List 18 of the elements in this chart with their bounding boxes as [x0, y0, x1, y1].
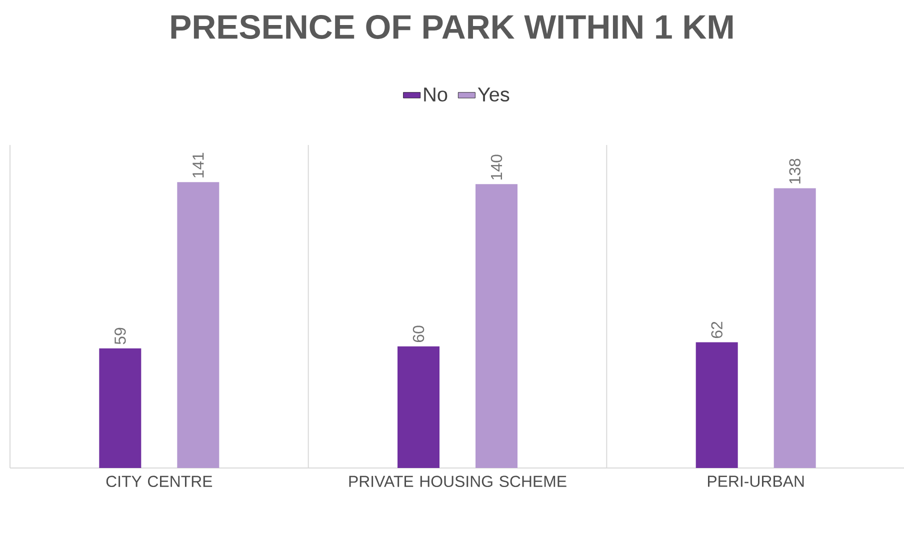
bar	[774, 188, 816, 468]
data-label: 140	[490, 154, 502, 180]
legend-label: No	[424, 88, 448, 102]
x-tick-label: PRIVATE HOUSING SCHEME	[349, 476, 566, 488]
chart-title: PRESENCE OF PARK WITHIN 1 KM	[171, 15, 733, 39]
bar	[398, 346, 440, 468]
data-label: 62	[711, 322, 722, 338]
x-tick-label: PERI-URBAN	[708, 476, 804, 487]
data-label: 60	[412, 326, 424, 342]
legend-label: Yes	[478, 88, 510, 102]
bar	[99, 348, 142, 468]
data-label: 138	[789, 158, 800, 184]
data-label: 141	[192, 152, 204, 178]
x-tick-label: CITY CENTRE	[106, 476, 212, 488]
bar	[696, 342, 738, 468]
bar	[177, 182, 220, 468]
bar	[476, 184, 518, 468]
data-label: 59	[114, 328, 126, 344]
